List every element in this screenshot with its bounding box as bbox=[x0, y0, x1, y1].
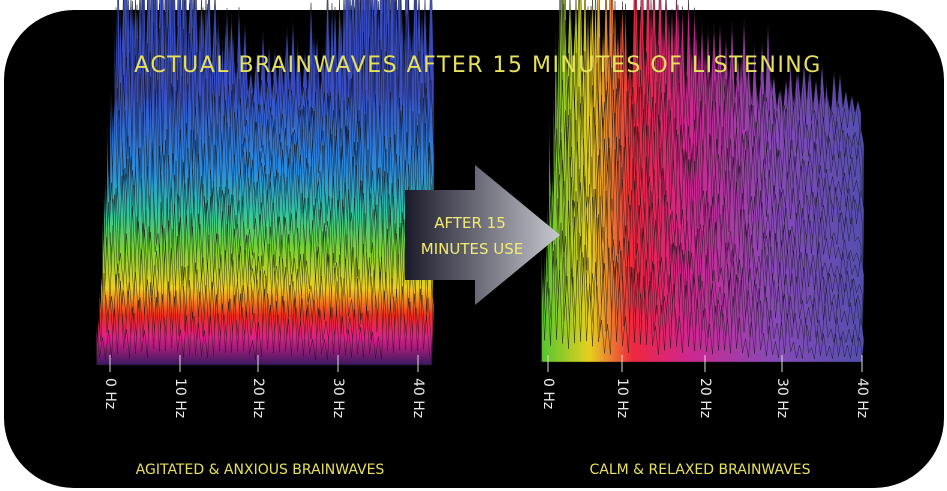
axis-label: 10 Hz bbox=[614, 378, 630, 418]
caption: CALM & RELAXED BRAINWAVES bbox=[590, 462, 811, 478]
caption: AGITATED & ANXIOUS BRAINWAVES bbox=[136, 462, 385, 478]
arrow-label: AFTER 15 bbox=[434, 214, 506, 232]
title: ACTUAL BRAINWAVES AFTER 15 MINUTES OF LI… bbox=[134, 53, 822, 78]
axis-label: 40 Hz bbox=[854, 378, 870, 418]
axis-label: 0 Hz bbox=[102, 378, 118, 409]
axis-label: 0 Hz bbox=[540, 378, 556, 409]
right-spectrogram bbox=[541, 0, 865, 363]
arrow-label: MINUTES USE bbox=[421, 240, 523, 258]
arrow bbox=[405, 165, 560, 305]
axis-label: 20 Hz bbox=[250, 378, 266, 418]
axis-label: 40 Hz bbox=[410, 378, 426, 418]
left-spectrogram bbox=[96, 0, 435, 366]
axis-label: 30 Hz bbox=[330, 378, 346, 418]
axis-label: 20 Hz bbox=[697, 378, 713, 418]
ridge bbox=[541, 250, 863, 363]
ridge bbox=[96, 280, 433, 366]
axis-label: 10 Hz bbox=[172, 378, 188, 418]
axis-label: 30 Hz bbox=[774, 378, 790, 418]
